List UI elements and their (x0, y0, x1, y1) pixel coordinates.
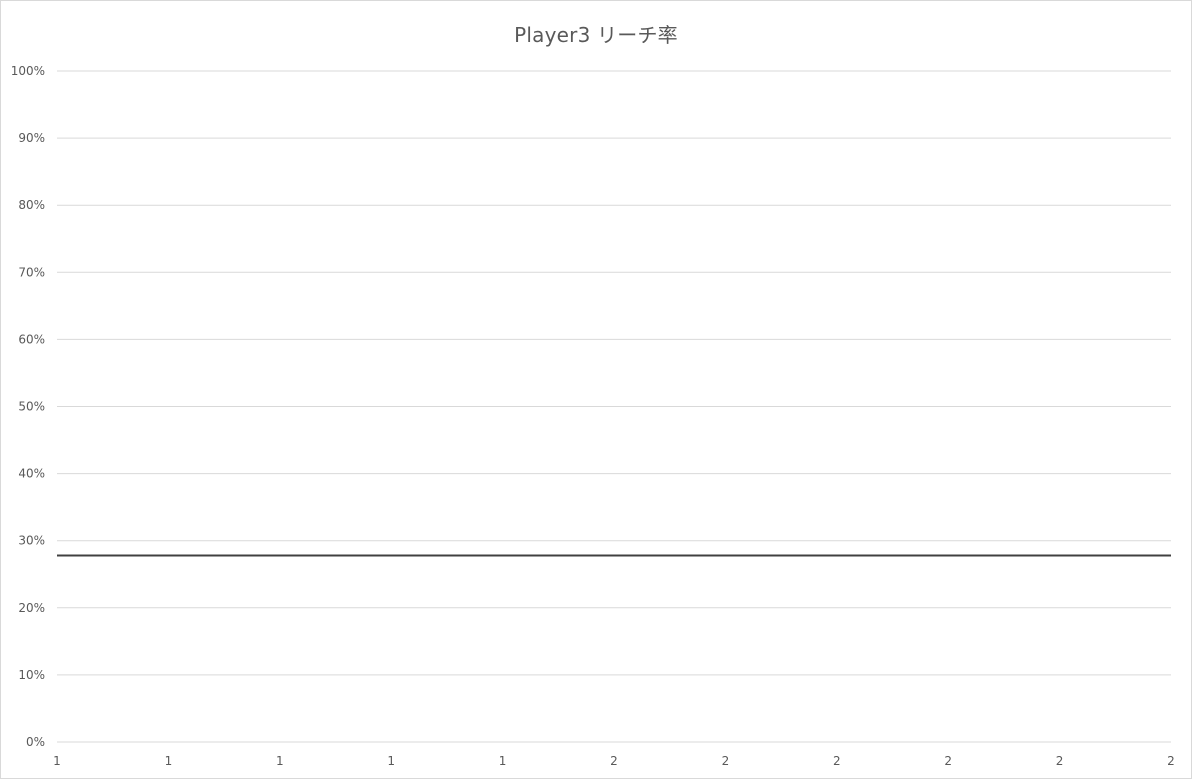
chart-title: Player3 リーチ率 (514, 23, 678, 47)
y-tick-label: 40% (18, 467, 45, 481)
y-tick-label: 50% (18, 400, 45, 414)
y-tick-label: 30% (18, 534, 45, 548)
x-axis-labels: 1 1 1 1 1 2 2 2 2 2 2 (53, 754, 1175, 768)
x-tick-label: 2 (1056, 754, 1064, 768)
x-tick-label: 2 (722, 754, 730, 768)
y-tick-label: 90% (18, 131, 45, 145)
x-tick-label: 1 (499, 754, 507, 768)
gridlines (57, 70, 1171, 743)
x-tick-label: 1 (276, 754, 284, 768)
y-tick-label: 100% (11, 64, 45, 78)
x-tick-label: 2 (1167, 754, 1175, 768)
x-tick-label: 1 (53, 754, 61, 768)
x-tick-label: 1 (387, 754, 395, 768)
y-tick-label: 20% (18, 601, 45, 615)
y-tick-label: 80% (18, 198, 45, 212)
x-tick-label: 2 (610, 754, 618, 768)
x-tick-label: 1 (165, 754, 173, 768)
x-tick-label: 2 (944, 754, 952, 768)
y-tick-label: 10% (18, 668, 45, 682)
y-tick-label: 0% (26, 735, 45, 749)
y-axis-labels: 0% 10% 20% 30% 40% 50% 60% 70% 80% 90% 100% (11, 64, 45, 749)
y-tick-label: 70% (18, 265, 45, 279)
x-tick-label: 2 (833, 754, 841, 768)
y-tick-label: 60% (18, 332, 45, 346)
